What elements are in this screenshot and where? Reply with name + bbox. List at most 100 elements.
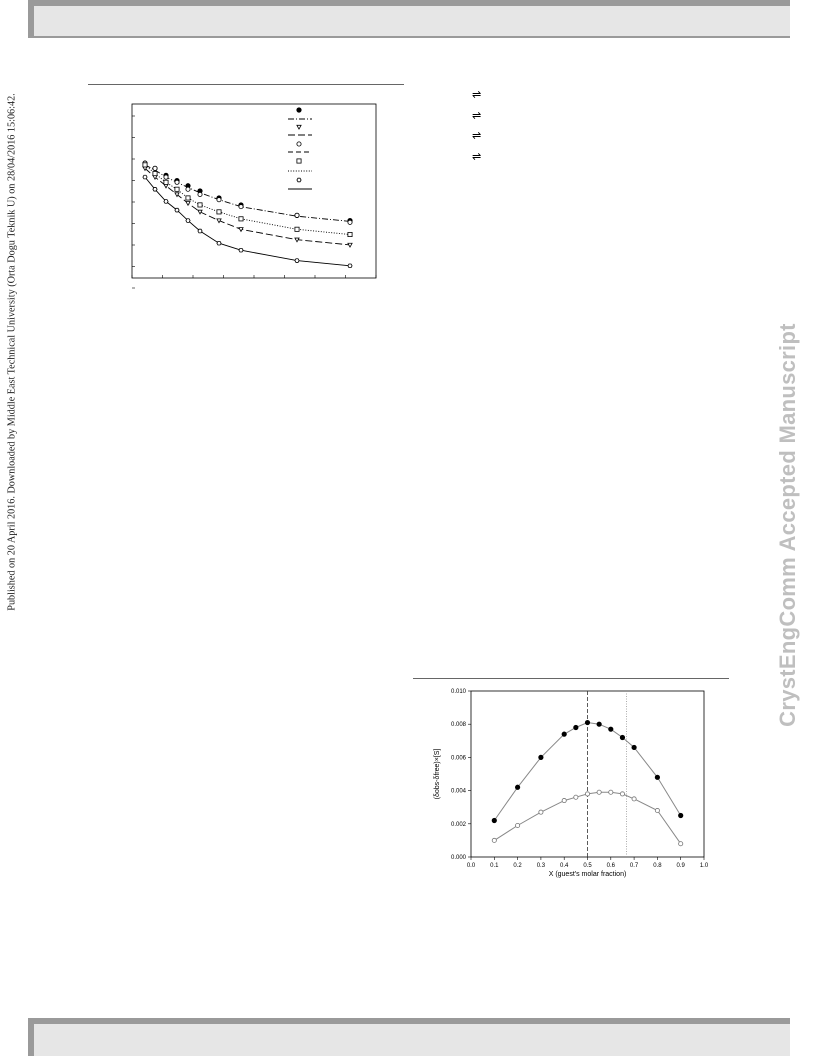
decay-series-6-point [347, 263, 353, 269]
decay-series-4-point [216, 197, 222, 203]
publication-note: Published on 20 April 2016. Downloaded b… [6, 93, 18, 611]
decay-series-3-point [294, 237, 300, 243]
job-plot-x-tick-label: 0.5 [583, 863, 592, 869]
equilibrium-arrows: ⇌ ⇌ ⇌ ⇌ [472, 89, 492, 171]
job-plot-series-1-point [619, 734, 626, 741]
decay-series-6-point [216, 240, 222, 246]
job-plot-x-tick-label: 0.2 [513, 863, 522, 869]
job-plot-y-tick-label: 0.008 [451, 722, 467, 728]
job-plot-frame [470, 690, 705, 858]
decay-series-4-point [142, 160, 148, 166]
header-band [28, 0, 790, 38]
job-plot-x-tick-label: 0.1 [490, 863, 499, 869]
job-plot-series-2-point [585, 791, 591, 797]
job-plot-series-1-line [493, 721, 682, 821]
decay-series-2-line [144, 164, 351, 222]
job-plot-series-2-point [631, 796, 637, 802]
decay-series-4-point [185, 186, 191, 192]
job-plot-y-tick-label: 0.006 [451, 755, 467, 761]
job-plot-y-tick-label: 0.004 [451, 789, 467, 795]
decay-series-5-point [216, 209, 222, 215]
job-plot-series-2-point [491, 837, 497, 843]
job-plot-x-tick-label: 0.9 [677, 863, 686, 869]
decay-series-1-point [185, 183, 191, 189]
decay-chart-legend [288, 107, 312, 190]
decay-series-1-point [197, 188, 203, 194]
decay-series-5-point [163, 179, 169, 185]
job-plot-series-2-point [596, 789, 602, 795]
job-plot-x-tick-label: 0.7 [630, 863, 639, 869]
decay-series-5-point [238, 216, 244, 222]
decay-series-6-point [185, 218, 191, 223]
decay-series-1-point [152, 165, 158, 171]
manuscript-watermark: CrystEngComm Accepted Manuscript [775, 323, 800, 727]
decay-series-4-point [238, 204, 244, 210]
decay-series-3-point [197, 209, 203, 215]
figure-top-rule-right [413, 678, 729, 679]
job-plot-x-tick-label: 0.0 [467, 863, 476, 869]
job-plot-series-1-point [515, 784, 521, 790]
decay-series-6-point [294, 258, 300, 263]
job-plot-series-2-point [573, 794, 579, 800]
job-plot-series-1-point [561, 731, 567, 737]
job-plot-series-1-point [573, 724, 579, 731]
job-plot-series-1-point [631, 744, 637, 751]
decay-series-3-point [152, 175, 158, 181]
job-plot-series-1-point [584, 719, 591, 726]
job-plot-series-2-point [608, 789, 614, 795]
decay-series-1-point [294, 212, 300, 218]
legend-marker-3 [296, 124, 302, 130]
job-plot-y-tick-label: 0.010 [451, 689, 467, 695]
legend-marker-6 [296, 177, 302, 183]
decay-series-3-point [174, 192, 180, 198]
decay-series-4-point [163, 174, 169, 180]
equilibrium-arrow-1: ⇌ [472, 89, 482, 101]
job-plot-x-tick-label: 0.4 [560, 863, 569, 869]
job-plot-x-tick-label: 1.0 [700, 863, 709, 869]
decay-series-3-point [185, 201, 191, 207]
decay-series-4-point [174, 179, 180, 185]
job-plot-x-tick-label: 0.6 [607, 863, 616, 869]
job-plot-series-1-point [678, 812, 684, 819]
decay-series-4-point [294, 212, 300, 218]
decay-series-6-point [152, 187, 158, 192]
decay-series-3-point [347, 242, 353, 248]
decay-series-3-point [216, 218, 222, 224]
job-plot-series-1-point [538, 754, 544, 761]
job-plot-y-tick-label: 0.002 [451, 822, 467, 828]
job-plot-series-2-point [515, 822, 521, 828]
job-plot-series-2-point [654, 808, 660, 814]
decay-series-3-point [238, 227, 244, 233]
job-plot-series-1-point [608, 726, 614, 732]
decay-series-1-point [174, 177, 180, 184]
equilibrium-arrow-4: ⇌ [472, 150, 482, 163]
decay-series-6-point [238, 247, 244, 253]
job-plot-series-2-line [494, 791, 682, 844]
job-plot-series-1-point [654, 774, 661, 780]
job-plot-series-1-point [491, 817, 497, 824]
decay-series-1-point [142, 160, 148, 166]
decay-series-1-point [163, 172, 169, 178]
decay-series-3-point [142, 166, 148, 172]
decay-series-6-point [163, 199, 169, 204]
job-plot-y-tick-label: 0.000 [451, 855, 467, 861]
job-plot-x-tick-label: 0.8 [653, 863, 662, 869]
job-plot-y-label: (δobs-δfree)×[S] [434, 749, 441, 800]
decay-chart-frame [131, 103, 377, 279]
decay-series-4-point [347, 219, 353, 225]
decay-series-5-point [142, 162, 148, 168]
decay-series-5-point [152, 171, 158, 177]
decay-series-4-point [152, 165, 158, 171]
decay-series-5-point [347, 231, 353, 237]
legend-marker-5 [296, 158, 302, 164]
job-plot-x-label: X (guest's molar fraction) [549, 871, 627, 878]
decay-series-6-point [197, 228, 203, 234]
job-plot-series-1-point [596, 721, 602, 727]
decay-series-1-point [347, 217, 353, 224]
footer-band [28, 1018, 790, 1056]
decay-series-5-point [185, 195, 191, 201]
job-plot-series-2-point [538, 809, 544, 815]
legend-marker-1 [296, 107, 302, 113]
